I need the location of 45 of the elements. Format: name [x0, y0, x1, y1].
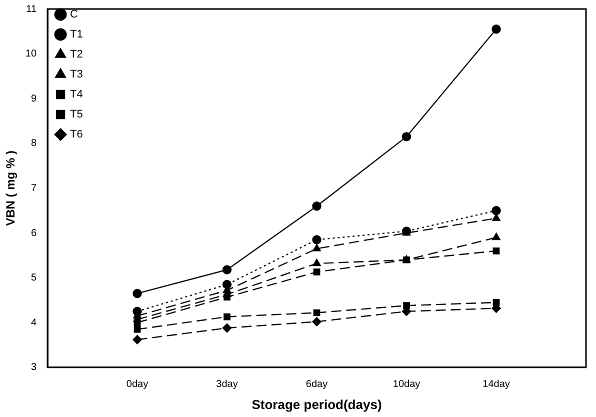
- point: [312, 235, 322, 244]
- y-tick-label: 5: [30, 272, 37, 284]
- y-tick-label: 6: [30, 228, 37, 239]
- legend-label: T1: [70, 28, 83, 41]
- point: [222, 280, 232, 290]
- point: [492, 24, 501, 34]
- x-tick-label: 10day: [392, 379, 420, 390]
- x-axis-title: Storage period(days): [252, 396, 382, 412]
- y-tick-label: 8: [30, 138, 37, 150]
- y-tick-label: 3: [30, 362, 37, 374]
- x-tick-label: 0day: [126, 379, 148, 390]
- point: [222, 323, 232, 333]
- point: [132, 288, 142, 298]
- legend-label: T3: [70, 68, 83, 81]
- point: [492, 206, 501, 216]
- point: [312, 202, 322, 211]
- point: [134, 326, 141, 333]
- x-tick-label: 14day: [482, 379, 510, 390]
- legend-label: T5: [70, 108, 83, 121]
- y-tick-label: 10: [25, 48, 37, 60]
- y-tick-label: 7: [30, 182, 37, 194]
- x-tick-label: 6day: [306, 379, 328, 390]
- point: [492, 299, 500, 306]
- y-tick-label: 4: [30, 317, 37, 328]
- legend-label: C: [70, 8, 78, 21]
- point: [312, 244, 321, 252]
- y-tick-label: 11: [26, 4, 37, 15]
- y-tick-label: 9: [30, 93, 37, 104]
- point: [313, 268, 320, 276]
- point: [492, 247, 500, 254]
- point: [312, 317, 322, 326]
- point: [224, 313, 230, 320]
- legend-label: T2: [70, 48, 83, 61]
- y-axis-title: VBN ( mg % ): [4, 150, 18, 226]
- point: [313, 309, 320, 316]
- point: [222, 265, 232, 274]
- point: [403, 302, 410, 310]
- point: [132, 335, 142, 344]
- point: [402, 132, 412, 142]
- point: [132, 306, 142, 316]
- point: [312, 258, 321, 266]
- point: [492, 232, 500, 240]
- legend-label: T6: [70, 128, 83, 141]
- legend-label: T4: [70, 88, 83, 101]
- x-tick-label: 3day: [216, 379, 238, 390]
